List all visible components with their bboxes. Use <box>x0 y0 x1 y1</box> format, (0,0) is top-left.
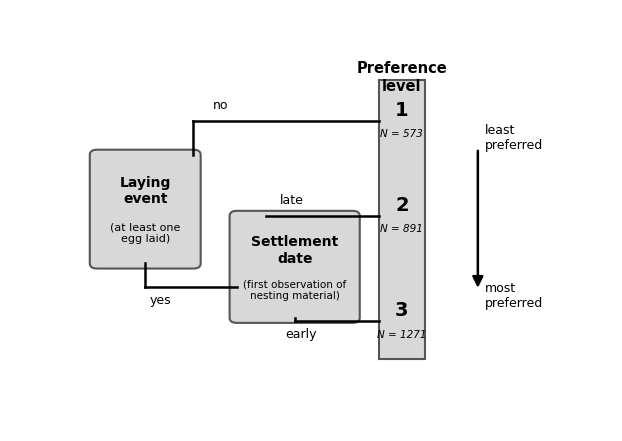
Text: yes: yes <box>150 294 172 307</box>
Text: (first observation of
nesting material): (first observation of nesting material) <box>243 280 346 301</box>
FancyBboxPatch shape <box>90 149 201 269</box>
FancyBboxPatch shape <box>230 211 360 323</box>
Text: least
preferred: least preferred <box>485 124 544 152</box>
Text: Laying
event: Laying event <box>119 176 171 206</box>
Text: most
preferred: most preferred <box>485 282 544 310</box>
Text: N = 573: N = 573 <box>381 129 424 139</box>
Text: 1: 1 <box>395 101 409 120</box>
Text: 2: 2 <box>395 196 409 215</box>
Text: N = 891: N = 891 <box>381 224 424 235</box>
Text: Preference
level: Preference level <box>356 61 447 94</box>
Text: no: no <box>213 99 228 112</box>
Bar <box>379 80 425 359</box>
Text: early: early <box>285 328 317 341</box>
Text: (at least one
egg laid): (at least one egg laid) <box>110 222 180 244</box>
Text: late: late <box>280 194 304 207</box>
Text: Settlement
date: Settlement date <box>251 235 338 265</box>
Text: N = 1271: N = 1271 <box>377 330 427 340</box>
Text: 3: 3 <box>395 302 409 321</box>
